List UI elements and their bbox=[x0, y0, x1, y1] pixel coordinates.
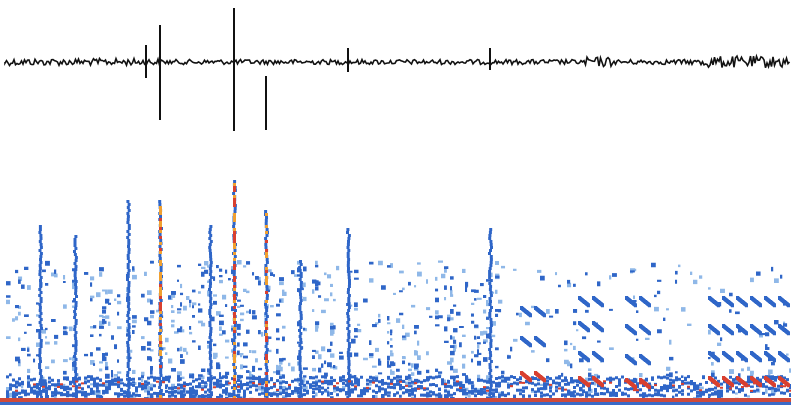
baseline-band bbox=[0, 402, 791, 405]
baseline-band bbox=[0, 398, 791, 402]
